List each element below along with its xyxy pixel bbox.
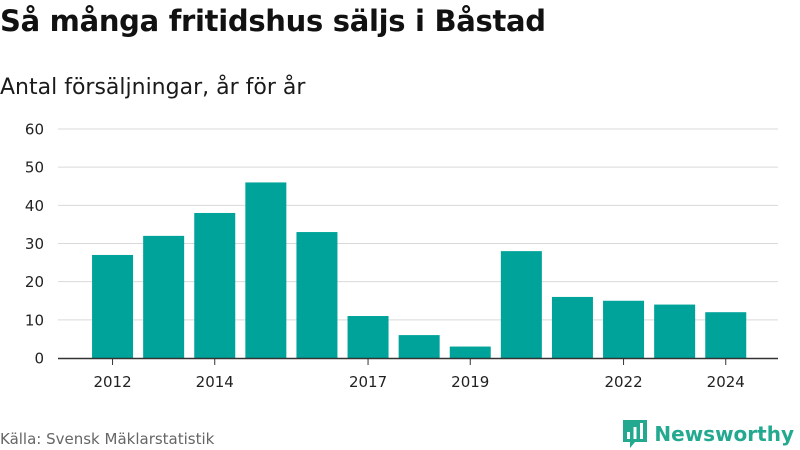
bar-2023: [654, 304, 696, 358]
bar-2017: [347, 316, 389, 358]
bar-2014: [194, 212, 236, 358]
y-tick-label: 50: [25, 159, 44, 177]
y-tick-label: 0: [34, 350, 44, 368]
bar-2012: [92, 254, 134, 358]
y-tick-labels: 0 10 20 30 40 50 60: [25, 121, 44, 368]
x-tick-label: 2017: [349, 373, 387, 391]
y-tick-label: 20: [25, 273, 44, 291]
bar-2022: [603, 300, 645, 358]
bar-2013: [143, 235, 185, 358]
x-tick-label: 2012: [93, 373, 131, 391]
x-tick-label: 2014: [196, 373, 234, 391]
y-tick-label: 40: [25, 197, 44, 215]
y-tick-label: 10: [25, 311, 44, 329]
bar-2018: [398, 335, 440, 358]
x-tick-label: 2022: [604, 373, 642, 391]
newsworthy-logo-icon: [623, 420, 648, 448]
x-axis: [58, 357, 778, 365]
x-tick-label: 2019: [451, 373, 489, 391]
y-tick-label: 30: [25, 235, 44, 253]
bar-2021: [551, 296, 593, 358]
bar-2020: [500, 251, 542, 358]
bar-2015: [245, 182, 287, 358]
x-tick-label: 2024: [707, 373, 745, 391]
brand-name: Newsworthy: [654, 422, 794, 446]
bar-2019: [449, 346, 491, 358]
chart-subtitle: Antal försäljningar, år för år: [0, 75, 306, 100]
bar-2024: [705, 312, 747, 358]
bars: [92, 182, 747, 358]
source-note: Källa: Svensk Mäklarstatistik: [0, 430, 215, 448]
y-tick-label: 60: [25, 121, 44, 139]
brand-logo: Newsworthy: [622, 419, 794, 449]
chart-title: Så många fritidshus säljs i Båstad: [0, 4, 546, 38]
bar-chart: 0 10 20 30 40 50 60 2012 2014 2017 2019 2022 2024: [25, 121, 778, 391]
bar-2016: [296, 232, 338, 358]
x-tick-labels: 2012 2014 2017 2019 2022 2024: [93, 373, 744, 391]
